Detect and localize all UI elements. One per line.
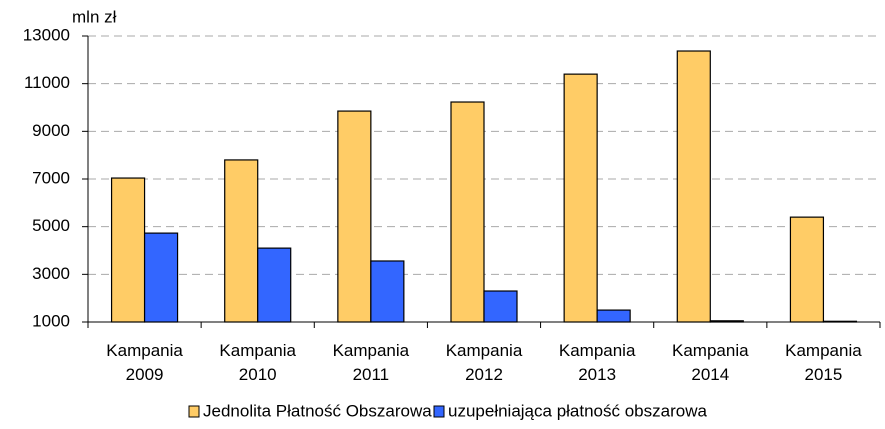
legend-swatch	[188, 405, 200, 418]
y-tick-label: 3000	[32, 264, 70, 283]
bar	[370, 260, 405, 323]
bar	[143, 232, 179, 323]
bar	[483, 290, 518, 323]
y-tick-label: 13000	[23, 25, 70, 44]
bar	[596, 309, 631, 323]
legend-swatch	[433, 405, 445, 418]
y-axis-label: mln zł	[72, 7, 117, 26]
y-tick-label: 5000	[32, 216, 70, 235]
y-tick-label: 9000	[32, 121, 70, 140]
bar	[789, 216, 825, 323]
x-tick-label: Kampania 2013	[559, 341, 636, 384]
bar	[450, 101, 485, 323]
bar	[337, 110, 372, 323]
x-tick-label: Kampania 2009	[106, 341, 183, 384]
y-tick-label: 7000	[32, 168, 70, 187]
x-tick-label: Kampania 2015	[785, 341, 862, 384]
x-tick-label: Kampania 2011	[333, 341, 410, 384]
bar	[676, 50, 711, 323]
bar	[563, 73, 598, 323]
x-tick-label: Kampania 2014	[672, 341, 749, 384]
x-tick-label: Kampania 2010	[219, 341, 296, 384]
x-tick-label: Kampania 2012	[446, 341, 523, 384]
legend-label: uzupełniająca płatność obszarowa	[448, 401, 707, 420]
bar	[224, 159, 259, 323]
y-tick-label: 1000	[32, 311, 70, 330]
y-tick-label: 11000	[24, 73, 70, 92]
bar	[257, 247, 292, 323]
bar	[110, 177, 146, 323]
legend-label: Jednolita Płatność Obszarowa	[203, 401, 432, 420]
